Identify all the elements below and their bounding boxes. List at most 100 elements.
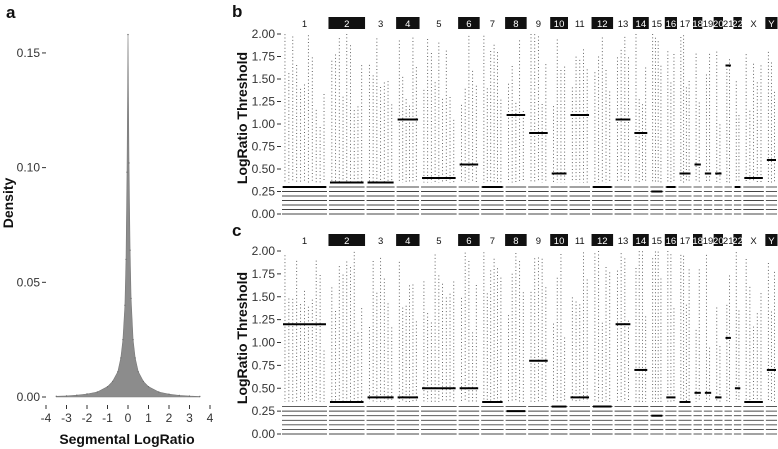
threshold-y-tick-label: 1.25 (252, 313, 276, 327)
threshold-y-tick-label: 0.25 (252, 185, 276, 199)
chromosome-header-box (568, 17, 591, 29)
threshold-c-y-ticks: 0.00 0.25 0.50 0.75 1.00 1.25 1.50 1.75 2.00 (252, 244, 281, 441)
chromosome-header-box (458, 17, 480, 29)
chromosome-label: 11 (575, 236, 585, 247)
density-point (188, 395, 191, 397)
threshold-y-tick-label: 0.25 (252, 404, 276, 418)
chromosome-header-box (505, 17, 527, 29)
chromosome-header-box (703, 17, 713, 29)
chromosome-header-box (328, 17, 366, 29)
chromosome-header-box (733, 17, 742, 29)
chromosome-header-box (281, 234, 328, 246)
chromosome-header-box (632, 234, 649, 246)
threshold-y-tick-label: 0.75 (252, 140, 276, 154)
density-point (199, 395, 201, 398)
chromosome-header-box (550, 234, 568, 246)
density-y-tick-label: 0.10 (17, 161, 41, 175)
chromosome-label: 1 (302, 19, 307, 30)
chromosome-label: 2 (344, 236, 349, 247)
chromosome-header-box (614, 234, 632, 246)
density-point (126, 171, 128, 173)
chromosome-label: 18 (692, 19, 703, 30)
chromosome-label: 15 (652, 236, 663, 247)
chromosome-label: 13 (618, 19, 629, 30)
chromosome-label: 18 (692, 236, 703, 247)
density-point (128, 162, 130, 164)
density-y-ticks: 0.00 0.05 0.10 0.15 (17, 46, 46, 404)
panel-c-tag: c (232, 221, 241, 240)
chromosome-label: 20 (713, 236, 724, 247)
chromosome-header-box (396, 234, 420, 246)
chromosome-label: 10 (554, 236, 565, 247)
density-point (106, 386, 109, 388)
chromosome-label: 20 (713, 19, 724, 30)
threshold-y-tick-label: 2.00 (252, 27, 276, 41)
chromosome-label: X (750, 19, 757, 30)
chromosome-header-box (458, 234, 480, 246)
chromosome-label: 14 (636, 19, 647, 30)
density-y-tick-label: 0.00 (17, 390, 41, 404)
density-point (178, 394, 180, 397)
chromosome-label: 12 (597, 19, 608, 30)
threshold-y-tick-label: 0.00 (252, 427, 276, 441)
density-y-tick-label: 0.05 (17, 275, 41, 289)
chromosome-label: 6 (466, 19, 471, 30)
chromosome-label: 9 (536, 19, 541, 30)
chromosome-header-box (591, 234, 614, 246)
density-point (130, 297, 132, 300)
density-x-tick-label: 3 (186, 411, 193, 425)
density-point (122, 339, 124, 341)
threshold-y-tick-label: 0.75 (252, 358, 276, 372)
chromosome-label: X (750, 236, 757, 247)
chromosome-header-box (713, 234, 724, 246)
chromosome-header-box (632, 17, 649, 29)
density-x-tick-label: -3 (61, 411, 72, 425)
chromosome-label: 4 (405, 19, 410, 30)
chromosome-header-box (328, 234, 366, 246)
panel-b-tag: b (232, 2, 242, 21)
chromosome-label: 5 (436, 236, 441, 247)
chromosome-header-box (420, 234, 458, 246)
threshold-panel-b: b LogRatio Threshold 0.00 0.25 0.50 0.75 1.0… (232, 2, 778, 221)
threshold-y-tick-label: 0.50 (252, 162, 276, 176)
chromosome-label: 14 (636, 236, 647, 247)
density-x-tick-label: -1 (102, 411, 113, 425)
chromosome-header-box (366, 234, 396, 246)
density-x-tick-label: 1 (145, 411, 152, 425)
chromosome-label: 17 (680, 236, 691, 247)
density-point (96, 391, 99, 393)
chromosome-header-box (713, 17, 724, 29)
chromosome-label: 6 (466, 236, 471, 247)
chromosome-header-box (614, 17, 632, 29)
threshold-y-tick-label: 1.00 (252, 117, 276, 131)
chromosome-header-box (281, 17, 328, 29)
chromosome-label: 9 (536, 236, 541, 247)
chromosome-header-box (649, 234, 664, 246)
threshold-y-tick-label: 1.75 (252, 50, 276, 64)
chromosome-header-box (677, 17, 693, 29)
density-point (134, 357, 136, 359)
chromosome-label: 5 (436, 19, 441, 30)
chromosome-label: 16 (666, 19, 677, 30)
chromosome-header-box (765, 17, 778, 29)
chromosome-label: 7 (490, 236, 495, 247)
chromosome-label: 12 (597, 236, 608, 247)
density-x-tick-label: 4 (207, 411, 214, 425)
chromosome-label: 4 (405, 236, 410, 247)
chromosome-label: 3 (378, 19, 383, 30)
chromosome-header-box (396, 17, 420, 29)
threshold-y-tick-label: 1.50 (252, 72, 276, 86)
chromosome-header-box (420, 17, 458, 29)
chromosome-label: 1 (302, 236, 307, 247)
density-x-axis-title: Segmental LogRatio (59, 431, 194, 447)
chromosome-header-box (724, 234, 733, 246)
panel-a-tag: a (6, 3, 16, 22)
threshold-y-tick-label: 2.00 (252, 244, 276, 258)
chromosome-header-box (664, 234, 677, 246)
chromosome-header-box (677, 234, 693, 246)
chromosome-header-box (742, 234, 765, 246)
density-point (147, 386, 150, 388)
threshold-y-tick-label: 1.75 (252, 267, 276, 281)
chromosome-label: 7 (490, 19, 495, 30)
chromosome-header-box (527, 234, 550, 246)
